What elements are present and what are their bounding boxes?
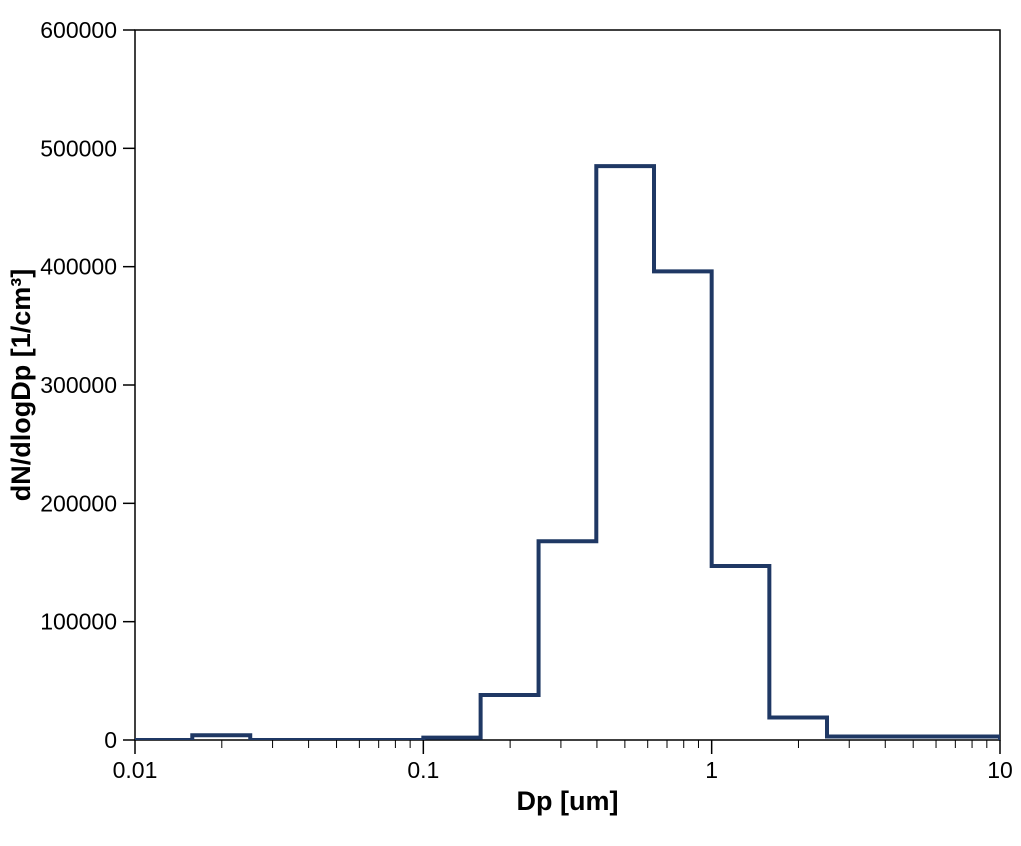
y-tick-label: 300000 <box>40 372 117 398</box>
x-tick-label: 10 <box>987 757 1013 783</box>
chart-svg: 0.01 0.1 1 10 0 100000 200000 300000 400000 50000… <box>0 0 1021 846</box>
x-tick-label: 1 <box>705 757 718 783</box>
y-tick-label: 400000 <box>40 254 117 280</box>
plot-border <box>135 30 1000 740</box>
y-tick-label: 600000 <box>40 17 117 43</box>
histogram-step-line <box>135 166 1000 740</box>
y-tick-label: 500000 <box>40 135 117 161</box>
y-tick-label: 100000 <box>40 609 117 635</box>
x-tick-label: 0.1 <box>407 757 439 783</box>
y-axis-title: dN/dlogDp [1/cm³] <box>6 269 36 501</box>
x-tick-label: 0.01 <box>113 757 158 783</box>
y-tick-label: 0 <box>104 727 117 753</box>
y-tick-label: 200000 <box>40 490 117 516</box>
x-axis-title: Dp [um] <box>517 786 619 816</box>
particle-size-distribution-chart: 0.01 0.1 1 10 0 100000 200000 300000 400000 50000… <box>0 0 1021 846</box>
